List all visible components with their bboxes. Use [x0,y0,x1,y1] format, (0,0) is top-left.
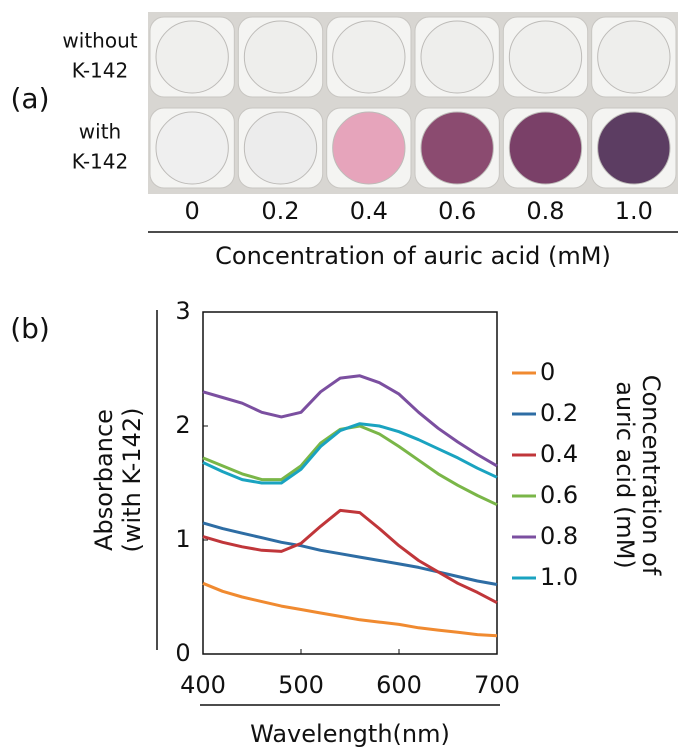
well [509,21,581,93]
well [333,112,405,184]
page: {"panel_a": {"label": "(a)", "row_labels… [0,0,678,749]
x-tick-label: 500 [278,671,324,699]
well [598,21,670,93]
concentration-label: 1.0 [615,197,653,225]
well [156,21,228,93]
row-label: without [62,29,137,53]
y-tick-label: 3 [175,297,190,325]
y-tick-label: 2 [175,411,190,439]
well [421,21,493,93]
concentration-label: 0.6 [438,197,476,225]
x-tick-label: 400 [180,671,226,699]
x-axis-title: Concentration of auric acid (mM) [215,242,611,270]
legend-label: 1.0 [540,563,578,591]
legend-title: auric acid (mM) [611,381,639,569]
well [244,112,316,184]
row-label: K-142 [72,150,128,174]
well [421,112,493,184]
y-tick-label: 0 [175,639,190,667]
panel-label: (b) [10,312,50,345]
legend-label: 0.4 [540,440,578,468]
series-line [203,583,497,636]
legend-label: 0.8 [540,522,578,550]
well [244,21,316,93]
legend-title: Concentration of [637,375,665,576]
legend-label: 0.6 [540,481,578,509]
well [509,112,581,184]
concentration-label: 0.4 [350,197,388,225]
panel-label: (a) [10,82,49,115]
legend-label: 0.2 [540,399,578,427]
x-tick-label: 600 [376,671,422,699]
series-line [203,523,497,585]
concentration-label: 0.8 [526,197,564,225]
series-line [203,376,497,466]
row-label: K-142 [72,59,128,83]
well [598,112,670,184]
well [333,21,405,93]
x-tick-label: 700 [474,671,520,699]
well [156,112,228,184]
y-axis-title: (with K-142) [118,408,146,553]
row-label: with [79,120,121,144]
figure: (a) (b) Concentration of auric acid (mM)… [0,0,678,749]
legend-label: 0 [540,358,555,386]
concentration-label: 0 [185,197,200,225]
x-axis-title: Wavelength(nm) [250,720,450,748]
concentration-label: 0.2 [261,197,299,225]
y-axis-title: Absorbance [90,409,118,551]
y-tick-label: 1 [175,525,190,553]
